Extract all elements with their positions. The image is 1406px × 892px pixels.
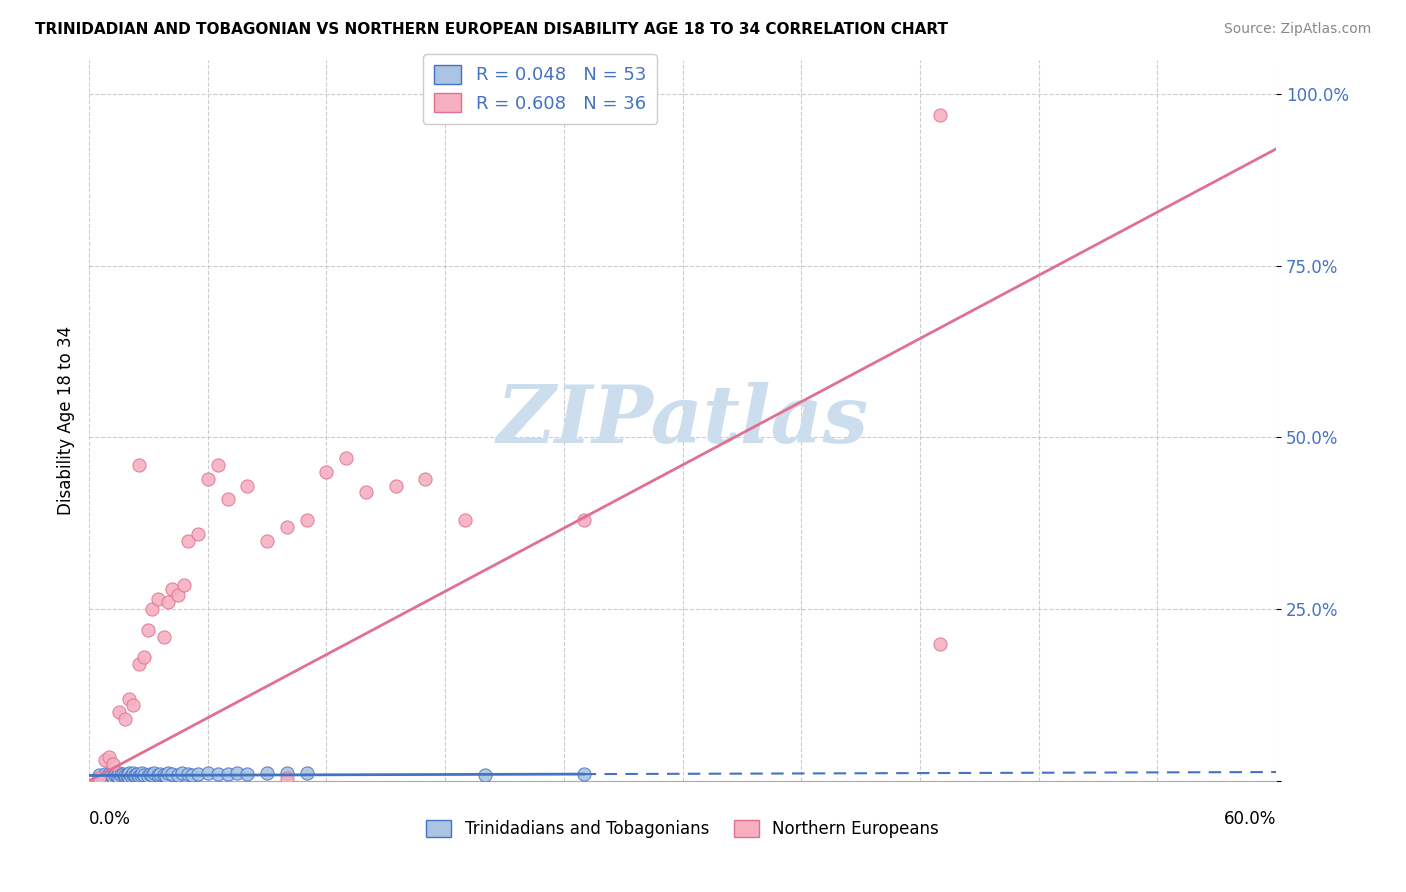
Point: [97, 771, 120, 785]
Point: [128, 657, 150, 672]
Point: [226, 766, 249, 780]
Point: [87, 771, 110, 785]
Point: [117, 691, 139, 706]
Point: [295, 765, 318, 780]
Point: [128, 458, 150, 472]
Point: [134, 650, 156, 665]
Point: [110, 768, 132, 782]
Point: [187, 526, 209, 541]
Point: [121, 768, 143, 782]
Point: [354, 485, 377, 500]
Point: [153, 768, 176, 782]
Point: [207, 458, 229, 472]
Point: [177, 767, 200, 781]
Point: [160, 582, 183, 596]
Point: [105, 769, 128, 783]
Point: [101, 770, 124, 784]
Point: [256, 766, 278, 780]
Point: [197, 766, 219, 780]
Point: [170, 766, 193, 780]
Point: [107, 706, 129, 720]
Point: [217, 492, 239, 507]
Point: [94, 753, 117, 767]
Point: [115, 768, 138, 782]
Point: [160, 767, 183, 781]
Point: [177, 533, 200, 548]
Point: [101, 756, 124, 771]
Point: [157, 766, 180, 780]
Point: [276, 771, 298, 785]
Point: [128, 769, 150, 783]
Point: [155, 769, 177, 783]
Text: ZIPatlas: ZIPatlas: [496, 382, 869, 459]
Point: [114, 712, 136, 726]
Point: [91, 770, 114, 784]
Point: [97, 750, 120, 764]
Point: [141, 602, 163, 616]
Point: [121, 765, 143, 780]
Point: [167, 589, 190, 603]
Point: [87, 768, 110, 782]
Point: [335, 451, 357, 466]
Point: [207, 767, 229, 781]
Point: [100, 768, 122, 782]
Point: [187, 767, 209, 781]
Point: [121, 698, 143, 713]
Point: [474, 768, 496, 782]
Text: TRINIDADIAN AND TOBAGONIAN VS NORTHERN EUROPEAN DISABILITY AGE 18 TO 34 CORRELAT: TRINIDADIAN AND TOBAGONIAN VS NORTHERN E…: [35, 22, 948, 37]
Y-axis label: Disability Age 18 to 34: Disability Age 18 to 34: [58, 326, 75, 515]
Point: [236, 767, 259, 781]
Point: [114, 768, 136, 782]
Point: [138, 623, 160, 637]
Point: [197, 472, 219, 486]
Point: [139, 767, 162, 781]
Point: [928, 636, 950, 650]
Point: [236, 478, 259, 492]
Point: [131, 766, 153, 780]
Point: [104, 768, 127, 782]
Point: [117, 771, 139, 785]
Legend: Trinidadians and Tobagonians, Northern Europeans: Trinidadians and Tobagonians, Northern E…: [419, 814, 946, 845]
Point: [276, 520, 298, 534]
Point: [153, 630, 176, 644]
Point: [173, 578, 195, 592]
Point: [107, 771, 129, 785]
Point: [295, 513, 318, 527]
Point: [928, 107, 950, 121]
Point: [87, 771, 110, 785]
Point: [384, 478, 406, 492]
Point: [125, 767, 148, 781]
Point: [256, 533, 278, 548]
Point: [134, 768, 156, 782]
Point: [167, 768, 190, 782]
Point: [143, 765, 166, 780]
Point: [149, 767, 172, 781]
Point: [97, 767, 120, 781]
Point: [217, 767, 239, 781]
Point: [148, 591, 170, 606]
Point: [138, 769, 160, 783]
Point: [111, 767, 134, 781]
Point: [114, 770, 136, 784]
Text: 60.0%: 60.0%: [1223, 810, 1277, 829]
Point: [181, 768, 204, 782]
Point: [120, 769, 142, 783]
Point: [148, 768, 170, 782]
Text: Source: ZipAtlas.com: Source: ZipAtlas.com: [1223, 22, 1371, 37]
Point: [157, 595, 180, 609]
Text: 0.0%: 0.0%: [89, 810, 131, 829]
Point: [572, 767, 595, 781]
Point: [117, 766, 139, 780]
Point: [129, 768, 152, 782]
Point: [141, 768, 163, 782]
Point: [94, 767, 117, 781]
Point: [107, 765, 129, 780]
Point: [124, 768, 146, 782]
Point: [315, 465, 337, 479]
Point: [276, 765, 298, 780]
Point: [415, 472, 437, 486]
Point: [572, 513, 595, 527]
Point: [454, 513, 477, 527]
